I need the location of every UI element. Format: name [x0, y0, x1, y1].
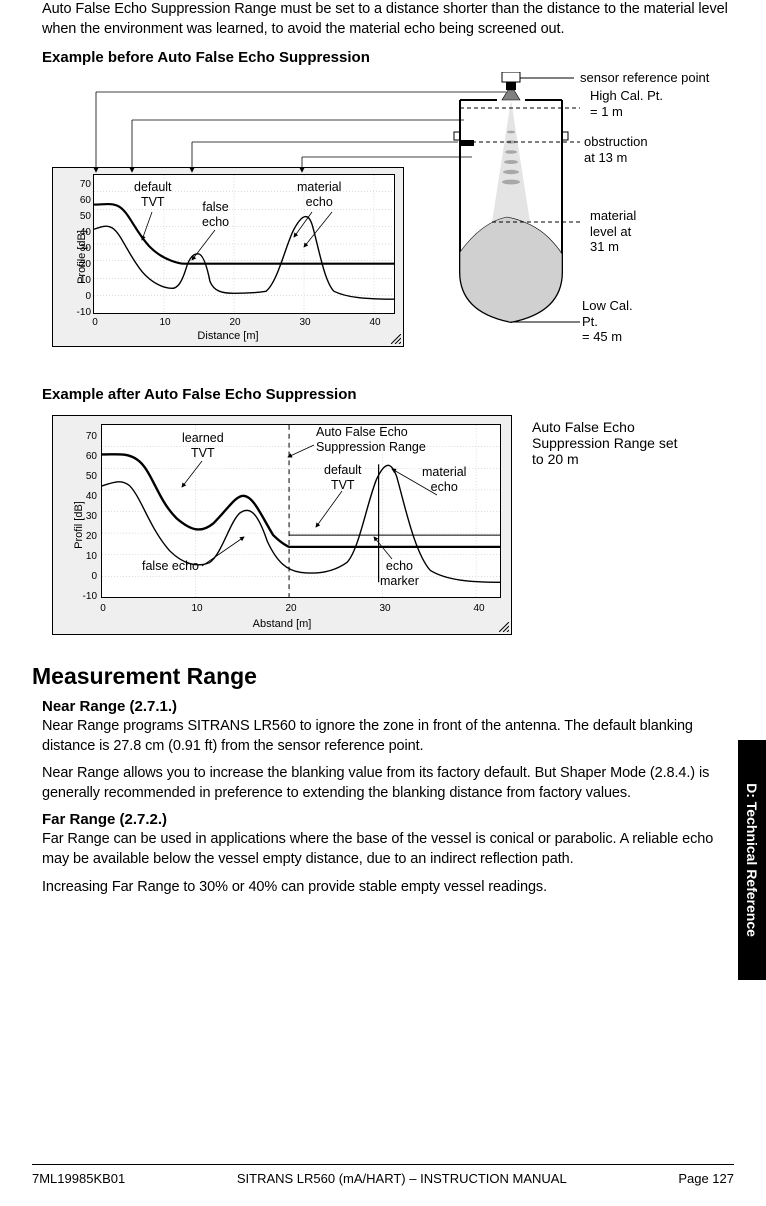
near-range-p1: Near Range programs SITRANS LR560 to ign…: [42, 717, 734, 756]
tank-diagram: sensor reference point High Cal. Pt. = 1…: [452, 72, 762, 372]
ytick: 70: [77, 431, 97, 442]
ytick: 60: [77, 451, 97, 462]
afes-range-note: Auto False Echo Suppression Range set to…: [532, 419, 682, 467]
label-afes-range: Auto False Echo Suppression Range: [316, 425, 426, 454]
heading-far-range: Far Range (2.7.2.): [42, 811, 734, 828]
label-echo-marker: echo marker: [380, 559, 419, 588]
chart-before-xlabel: Distance [m]: [197, 330, 258, 342]
ytick: -10: [71, 307, 91, 318]
ytick: 0: [71, 291, 91, 302]
label-default-tvt-after: default TVT: [324, 463, 362, 492]
ytick: 60: [71, 195, 91, 206]
intro-paragraph: Auto False Echo Suppression Range must b…: [42, 0, 734, 39]
footer-doc-number: 7ML19985KB01: [32, 1171, 125, 1186]
resize-icon: [499, 622, 509, 632]
chart-after-ylabel: Profil [dB]: [73, 501, 85, 549]
ytick: 0: [77, 571, 97, 582]
heading-near-range: Near Range (2.7.1.): [42, 698, 734, 715]
label-default-tvt: default TVT: [134, 180, 172, 209]
chart-before-ylabel: Profile [dB]: [76, 230, 88, 284]
ytick: 50: [71, 211, 91, 222]
label-sensor-ref: sensor reference point: [580, 70, 709, 86]
ytick: 50: [77, 471, 97, 482]
label-material-level: material level at 31 m: [590, 208, 636, 255]
footer-title: SITRANS LR560 (mA/HART) – INSTRUCTION MA…: [237, 1171, 567, 1186]
example-after-title: Example after Auto False Echo Suppressio…: [42, 386, 734, 403]
side-tab: D: Technical Reference: [738, 740, 766, 980]
near-range-p2: Near Range allows you to increase the bl…: [42, 764, 734, 803]
example-before-title: Example before Auto False Echo Suppressi…: [42, 49, 734, 66]
xtick: 0: [100, 603, 106, 614]
resize-icon: [391, 334, 401, 344]
xtick: 10: [191, 603, 202, 614]
chart-after-xlabel: Abstand [m]: [253, 618, 312, 630]
page-footer: 7ML19985KB01 SITRANS LR560 (mA/HART) – I…: [32, 1164, 734, 1186]
xtick: 40: [369, 317, 380, 328]
xtick: 20: [285, 603, 296, 614]
label-learned-tvt: learned TVT: [182, 431, 224, 460]
label-high-cal: High Cal. Pt. = 1 m: [590, 88, 663, 119]
chart-after: -10 0 10 20 30 40 50 60 70 0 10 20 30 40…: [52, 415, 512, 635]
xtick: 20: [229, 317, 240, 328]
label-obstruction: obstruction at 13 m: [584, 134, 648, 165]
xtick: 30: [379, 603, 390, 614]
xtick: 10: [159, 317, 170, 328]
label-material-echo: material echo: [297, 180, 341, 209]
xtick: 30: [299, 317, 310, 328]
ytick: 10: [77, 551, 97, 562]
far-range-p1: Far Range can be used in applications wh…: [42, 830, 734, 869]
chart-before: -10 0 10 20 30 40 50 60 70 0 10 20 30 40…: [52, 167, 404, 347]
far-range-p2: Increasing Far Range to 30% or 40% can p…: [42, 878, 734, 898]
footer-page: Page 127: [678, 1171, 734, 1186]
side-tab-label: D: Technical Reference: [744, 783, 760, 937]
xtick: 40: [473, 603, 484, 614]
label-low-cal: Low Cal. Pt. = 45 m: [582, 298, 633, 345]
xtick: 0: [92, 317, 98, 328]
label-false-echo-after: false echo: [142, 559, 199, 573]
label-material-echo-after: material echo: [422, 465, 466, 494]
heading-measurement-range: Measurement Range: [32, 663, 734, 690]
ytick: -10: [77, 591, 97, 602]
label-false-echo: false echo: [202, 200, 229, 229]
ytick: 70: [71, 179, 91, 190]
